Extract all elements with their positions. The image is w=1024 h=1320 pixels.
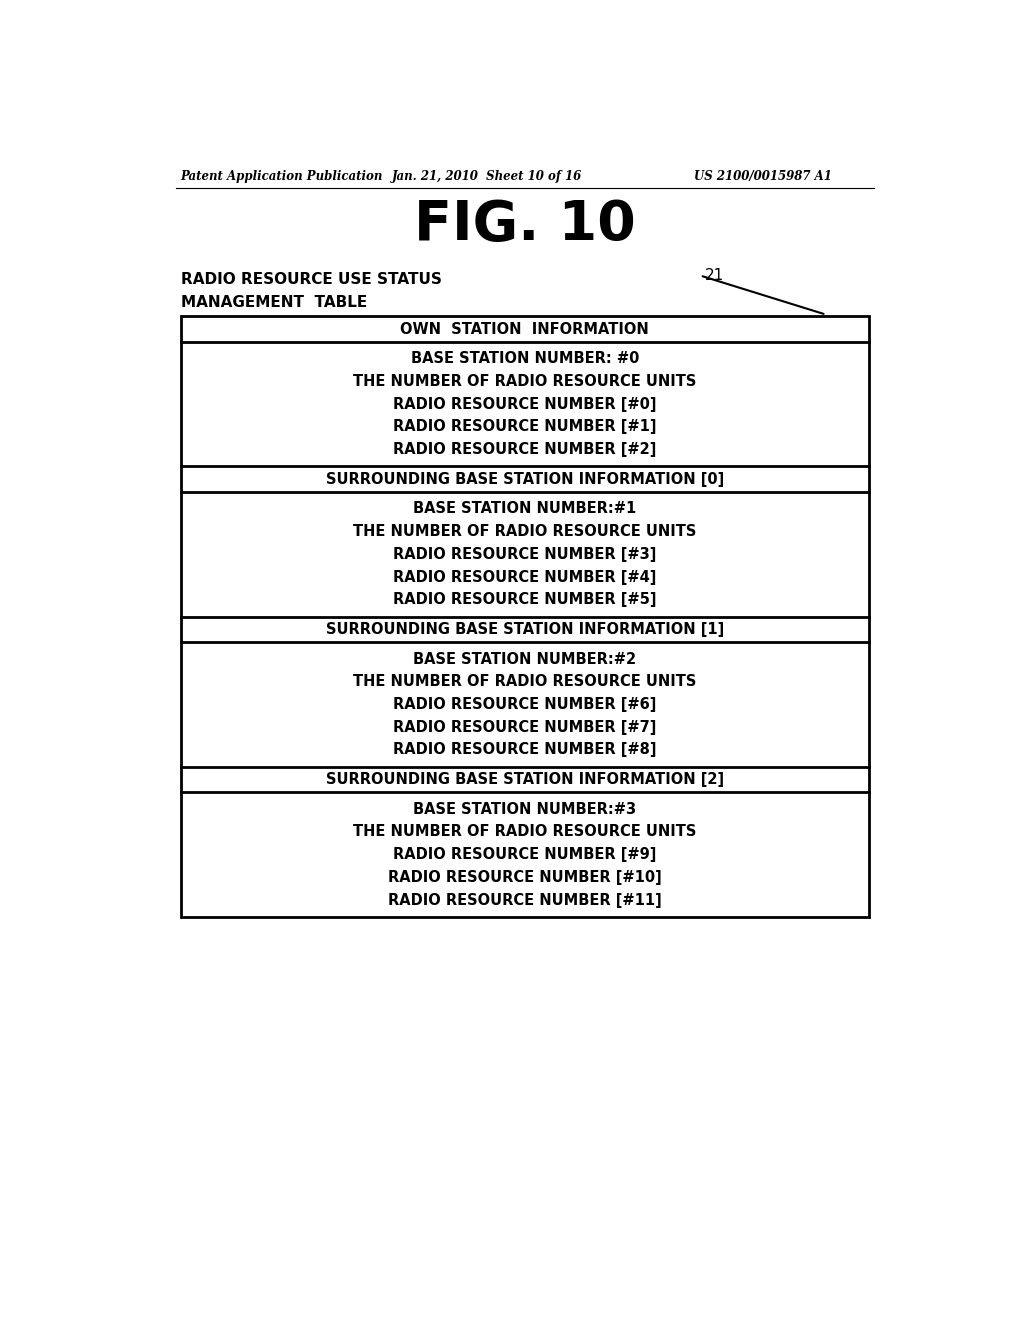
Text: THE NUMBER OF RADIO RESOURCE UNITS: THE NUMBER OF RADIO RESOURCE UNITS — [353, 675, 696, 689]
Text: OWN  STATION  INFORMATION: OWN STATION INFORMATION — [400, 322, 649, 337]
Text: RADIO RESOURCE NUMBER [#5]: RADIO RESOURCE NUMBER [#5] — [393, 593, 656, 607]
Text: BASE STATION NUMBER:#3: BASE STATION NUMBER:#3 — [414, 801, 636, 817]
Text: MANAGEMENT  TABLE: MANAGEMENT TABLE — [180, 294, 367, 310]
Text: THE NUMBER OF RADIO RESOURCE UNITS: THE NUMBER OF RADIO RESOURCE UNITS — [353, 524, 696, 539]
Bar — [180, 317, 869, 917]
Text: THE NUMBER OF RADIO RESOURCE UNITS: THE NUMBER OF RADIO RESOURCE UNITS — [353, 374, 696, 389]
Text: RADIO RESOURCE USE STATUS: RADIO RESOURCE USE STATUS — [180, 272, 441, 286]
Text: RADIO RESOURCE NUMBER [#0]: RADIO RESOURCE NUMBER [#0] — [393, 397, 656, 412]
Text: THE NUMBER OF RADIO RESOURCE UNITS: THE NUMBER OF RADIO RESOURCE UNITS — [353, 825, 696, 840]
Text: SURROUNDING BASE STATION INFORMATION [1]: SURROUNDING BASE STATION INFORMATION [1] — [326, 622, 724, 638]
Text: RADIO RESOURCE NUMBER [#3]: RADIO RESOURCE NUMBER [#3] — [393, 546, 656, 562]
Text: Patent Application Publication: Patent Application Publication — [180, 170, 383, 183]
Text: Jan. 21, 2010  Sheet 10 of 16: Jan. 21, 2010 Sheet 10 of 16 — [391, 170, 582, 183]
Text: RADIO RESOURCE NUMBER [#8]: RADIO RESOURCE NUMBER [#8] — [393, 742, 656, 758]
Text: SURROUNDING BASE STATION INFORMATION [2]: SURROUNDING BASE STATION INFORMATION [2] — [326, 772, 724, 787]
Text: RADIO RESOURCE NUMBER [#6]: RADIO RESOURCE NUMBER [#6] — [393, 697, 656, 711]
Text: FIG. 10: FIG. 10 — [414, 198, 636, 252]
Text: BASE STATION NUMBER: #0: BASE STATION NUMBER: #0 — [411, 351, 639, 366]
Text: SURROUNDING BASE STATION INFORMATION [0]: SURROUNDING BASE STATION INFORMATION [0] — [326, 471, 724, 487]
Text: RADIO RESOURCE NUMBER [#10]: RADIO RESOURCE NUMBER [#10] — [388, 870, 662, 884]
Text: 21: 21 — [706, 268, 725, 282]
Text: RADIO RESOURCE NUMBER [#4]: RADIO RESOURCE NUMBER [#4] — [393, 570, 656, 585]
Text: BASE STATION NUMBER:#2: BASE STATION NUMBER:#2 — [414, 652, 636, 667]
Text: RADIO RESOURCE NUMBER [#7]: RADIO RESOURCE NUMBER [#7] — [393, 719, 656, 735]
Text: RADIO RESOURCE NUMBER [#2]: RADIO RESOURCE NUMBER [#2] — [393, 442, 656, 457]
Text: US 2100/0015987 A1: US 2100/0015987 A1 — [693, 170, 831, 183]
Text: BASE STATION NUMBER:#1: BASE STATION NUMBER:#1 — [413, 502, 637, 516]
Text: RADIO RESOURCE NUMBER [#1]: RADIO RESOURCE NUMBER [#1] — [393, 420, 656, 434]
Text: RADIO RESOURCE NUMBER [#11]: RADIO RESOURCE NUMBER [#11] — [388, 892, 662, 908]
Text: RADIO RESOURCE NUMBER [#9]: RADIO RESOURCE NUMBER [#9] — [393, 847, 656, 862]
